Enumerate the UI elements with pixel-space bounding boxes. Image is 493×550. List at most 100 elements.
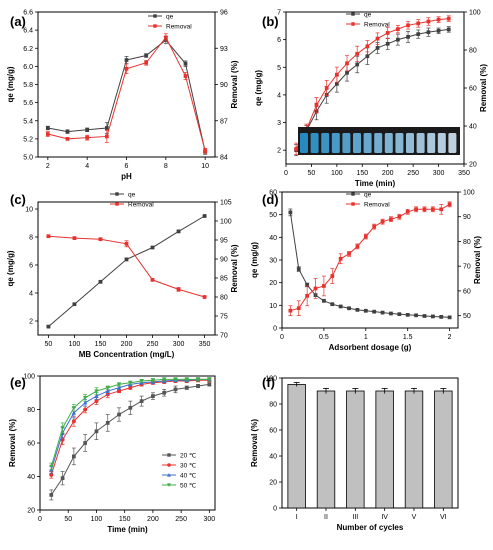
y-tick-label: 50 xyxy=(269,212,277,219)
data-point xyxy=(151,394,155,398)
series-1 xyxy=(288,208,452,320)
panel-label: (f) xyxy=(262,375,275,390)
data-point xyxy=(183,74,188,78)
x-tick-label: 0 xyxy=(38,516,42,523)
data-point xyxy=(296,306,301,311)
y2-tick-label: 80 xyxy=(463,239,471,246)
data-point xyxy=(105,421,110,425)
data-point xyxy=(116,382,122,387)
data-point xyxy=(389,311,393,316)
y2-tick-label: 84 xyxy=(220,155,228,162)
chart-panel-1: (a) 2 4 6 8 10 5.0 5.2 5.4 5.6 5.8 6.0 6.2 6.4 6.6 84 87… xyxy=(6,10,239,182)
data-point xyxy=(447,315,452,320)
y-tick-label: 40 xyxy=(269,454,277,461)
data-point xyxy=(330,302,335,307)
data-point xyxy=(372,224,377,229)
x-tick-label: 100 xyxy=(91,516,103,523)
data-point xyxy=(173,377,178,382)
y-tick-label: 5 xyxy=(277,65,281,72)
data-point xyxy=(183,61,188,66)
series-line xyxy=(289,212,450,318)
data-point xyxy=(124,66,129,71)
x-tick-label: 100 xyxy=(69,341,81,348)
data-point xyxy=(202,295,207,299)
y-axis-label: qe (mg/g) xyxy=(6,250,15,286)
data-point xyxy=(202,214,207,218)
legend-marker xyxy=(351,22,355,26)
x-tick-label: 350 xyxy=(458,170,470,177)
data-point xyxy=(365,44,370,49)
x-tick-label: III xyxy=(352,514,358,521)
y-tick-label: 5.2 xyxy=(23,136,33,143)
y-tick-label: 100 xyxy=(23,374,35,381)
y-tick-label: 2 xyxy=(277,148,281,155)
x-tick-label: II xyxy=(324,514,328,521)
panel-label: (d) xyxy=(262,192,279,207)
legend-label: qe xyxy=(364,12,372,19)
data-point xyxy=(422,314,427,318)
x-tick-label: 0.5 xyxy=(319,334,329,341)
data-point xyxy=(305,293,310,298)
y2-tick-label: 20 xyxy=(469,162,477,169)
y-tick-label: 4 xyxy=(277,92,281,99)
data-point xyxy=(173,387,178,392)
x-tick-label: 200 xyxy=(121,341,133,348)
plot-frame xyxy=(281,377,459,509)
data-point xyxy=(324,86,329,90)
x-tick-label: 150 xyxy=(95,341,107,348)
vial xyxy=(321,133,330,153)
x-tick-label: 150 xyxy=(356,170,368,177)
legend-label: qe xyxy=(166,14,174,21)
x-tick-label: 100 xyxy=(331,170,343,177)
data-point xyxy=(296,267,301,271)
x-tick-label: 50 xyxy=(308,170,316,177)
plot-frame xyxy=(281,191,459,329)
data-point xyxy=(94,429,99,434)
data-point xyxy=(94,393,99,398)
y2-tick-label: 60 xyxy=(469,86,477,93)
x-tick-label: V xyxy=(412,514,417,521)
y-tick-label: 6 xyxy=(277,37,281,44)
x-tick-label: 200 xyxy=(147,516,159,523)
data-point xyxy=(82,400,88,405)
x-axis-label: Number of cycles xyxy=(337,523,404,532)
legend-marker xyxy=(115,202,119,206)
data-point xyxy=(288,210,293,215)
data-point xyxy=(397,214,402,219)
x-tick-label: 0 xyxy=(280,334,284,341)
data-point xyxy=(345,61,349,66)
data-point xyxy=(116,385,122,390)
data-point xyxy=(446,16,451,21)
data-point xyxy=(72,454,76,459)
data-point xyxy=(65,137,70,141)
legend-label: Removal xyxy=(364,22,390,29)
series-line xyxy=(50,379,210,475)
data-point xyxy=(314,103,319,107)
data-point xyxy=(422,207,427,212)
legend-label: Removal xyxy=(364,202,390,209)
data-point xyxy=(355,62,360,67)
data-point xyxy=(196,384,200,388)
data-point xyxy=(347,306,351,311)
data-point xyxy=(139,379,144,384)
data-point xyxy=(65,129,70,134)
y-axis-label: qe (mg/g) xyxy=(250,242,259,278)
data-point xyxy=(150,278,155,282)
y2-tick-label: 100 xyxy=(469,10,481,17)
y-tick-label: 8 xyxy=(29,235,33,242)
data-point xyxy=(338,304,343,309)
data-point xyxy=(150,245,155,250)
panel-label: (a) xyxy=(10,14,26,29)
data-point xyxy=(98,279,103,284)
plot-frame xyxy=(37,11,216,158)
data-point xyxy=(162,390,167,395)
data-point xyxy=(405,312,410,317)
legend: qe Removal xyxy=(148,14,192,31)
data-point xyxy=(430,207,435,212)
x-tick-label: 250 xyxy=(147,341,159,348)
data-point xyxy=(207,382,212,387)
y-tick-label: 100 xyxy=(265,376,277,383)
vial xyxy=(310,133,319,153)
